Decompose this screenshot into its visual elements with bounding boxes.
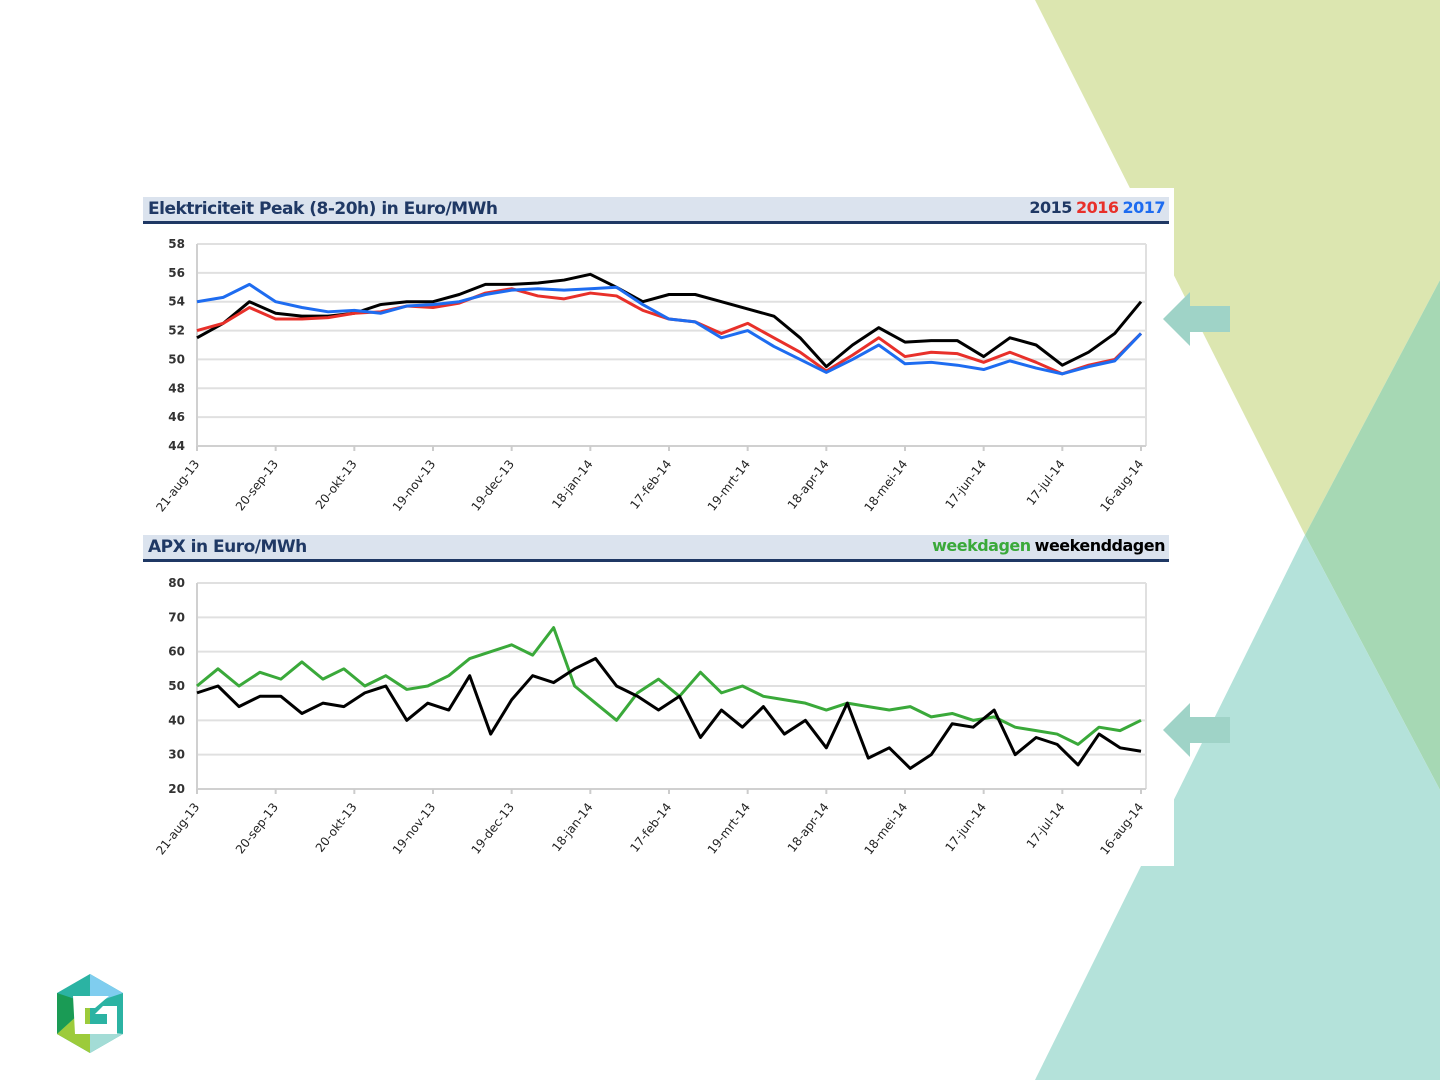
chart2-title: APX in Euro/MWh — [148, 537, 307, 557]
x-tick-label: 20-okt-13 — [313, 800, 360, 855]
x-tick-label: 17-jul-14 — [1024, 800, 1068, 851]
x-tick-label: 21-aug-13 — [153, 800, 202, 857]
company-logo — [57, 974, 123, 1053]
x-tick-label: 20-sep-13 — [233, 457, 281, 513]
x-tick-label: 17-feb-14 — [627, 457, 674, 512]
x-tick-label: 20-sep-13 — [233, 800, 281, 856]
x-tick-label: 17-feb-14 — [627, 800, 674, 855]
arrow-left-icon — [1163, 292, 1230, 346]
x-tick-label: 19-nov-13 — [390, 800, 439, 857]
x-tick-label: 20-okt-13 — [313, 457, 360, 512]
legend-2016: 2016 — [1075, 198, 1119, 217]
bg-shape-teal — [1035, 535, 1440, 1080]
x-tick-label: 19-dec-13 — [469, 457, 517, 514]
y-tick-label: 70 — [168, 610, 185, 624]
x-tick-label: 19-mrt-14 — [705, 800, 753, 856]
y-tick-label: 50 — [168, 679, 185, 693]
chart1-header: Elektriciteit Peak (8-20h) in Euro/MWh 2… — [143, 197, 1169, 224]
x-tick-label: 19-nov-13 — [390, 457, 439, 514]
y-tick-label: 46 — [168, 410, 185, 424]
x-tick-label: 18-apr-14 — [785, 457, 832, 512]
chart-2: 20 30 40 50 60 70 80 21-aug-13 20-sep-13 20-okt-1… — [153, 576, 1147, 858]
y-tick-label: 54 — [168, 295, 185, 309]
x-tick-label: 18-mei-14 — [861, 457, 910, 514]
x-tick-label: 21-aug-13 — [153, 457, 202, 514]
x-tick-label: 18-mei-14 — [861, 800, 910, 857]
chart1-title: Elektriciteit Peak (8-20h) in Euro/MWh — [148, 199, 498, 219]
x-tick-label: 19-mrt-14 — [705, 457, 753, 513]
x-tick-label: 19-dec-13 — [469, 800, 517, 857]
y-tick-label: 50 — [168, 352, 185, 366]
x-tick-label: 18-jan-14 — [549, 457, 595, 511]
bg-shape-light-green — [1035, 0, 1440, 535]
chart1-legend: 2015 2016 2017 — [1025, 198, 1165, 217]
chart2-header: APX in Euro/MWh weekdagen weekenddagen — [143, 535, 1169, 562]
x-tick-label: 18-jan-14 — [549, 800, 595, 854]
y-tick-label: 48 — [168, 381, 185, 395]
legend-2017: 2017 — [1122, 198, 1165, 217]
y-tick-label: 40 — [168, 713, 185, 727]
series-line-2017 — [196, 282, 1143, 376]
arrow-left-icon — [1163, 703, 1230, 757]
x-tick-label: 16-aug-14 — [1097, 800, 1146, 857]
x-tick-label: 18-apr-14 — [785, 800, 832, 855]
chart2-legend: weekdagen weekenddagen — [928, 536, 1165, 555]
x-tick-label: 16-aug-14 — [1097, 457, 1146, 514]
y-tick-label: 56 — [168, 266, 185, 280]
legend-weekdagen: weekdagen — [932, 536, 1031, 555]
chart-1: 44 46 48 50 52 54 56 58 21-aug-13 20-sep-13 20-okt… — [153, 237, 1147, 515]
y-tick-label: 58 — [168, 237, 185, 251]
y-tick-label: 20 — [168, 782, 185, 796]
x-tick-label: 17-jun-14 — [942, 800, 989, 854]
y-tick-label: 52 — [168, 324, 185, 338]
x-tick-label: 17-jul-14 — [1024, 457, 1068, 508]
y-tick-label: 60 — [168, 645, 185, 659]
x-tick-label: 17-jun-14 — [942, 457, 989, 511]
bg-shape-green — [1305, 280, 1440, 790]
y-tick-label: 80 — [168, 576, 185, 590]
y-tick-label: 30 — [168, 748, 185, 762]
legend-2015: 2015 — [1029, 198, 1072, 217]
series-line-weekenddagen — [196, 657, 1142, 770]
y-tick-label: 44 — [168, 439, 185, 453]
legend-weekenddagen: weekenddagen — [1034, 536, 1166, 555]
